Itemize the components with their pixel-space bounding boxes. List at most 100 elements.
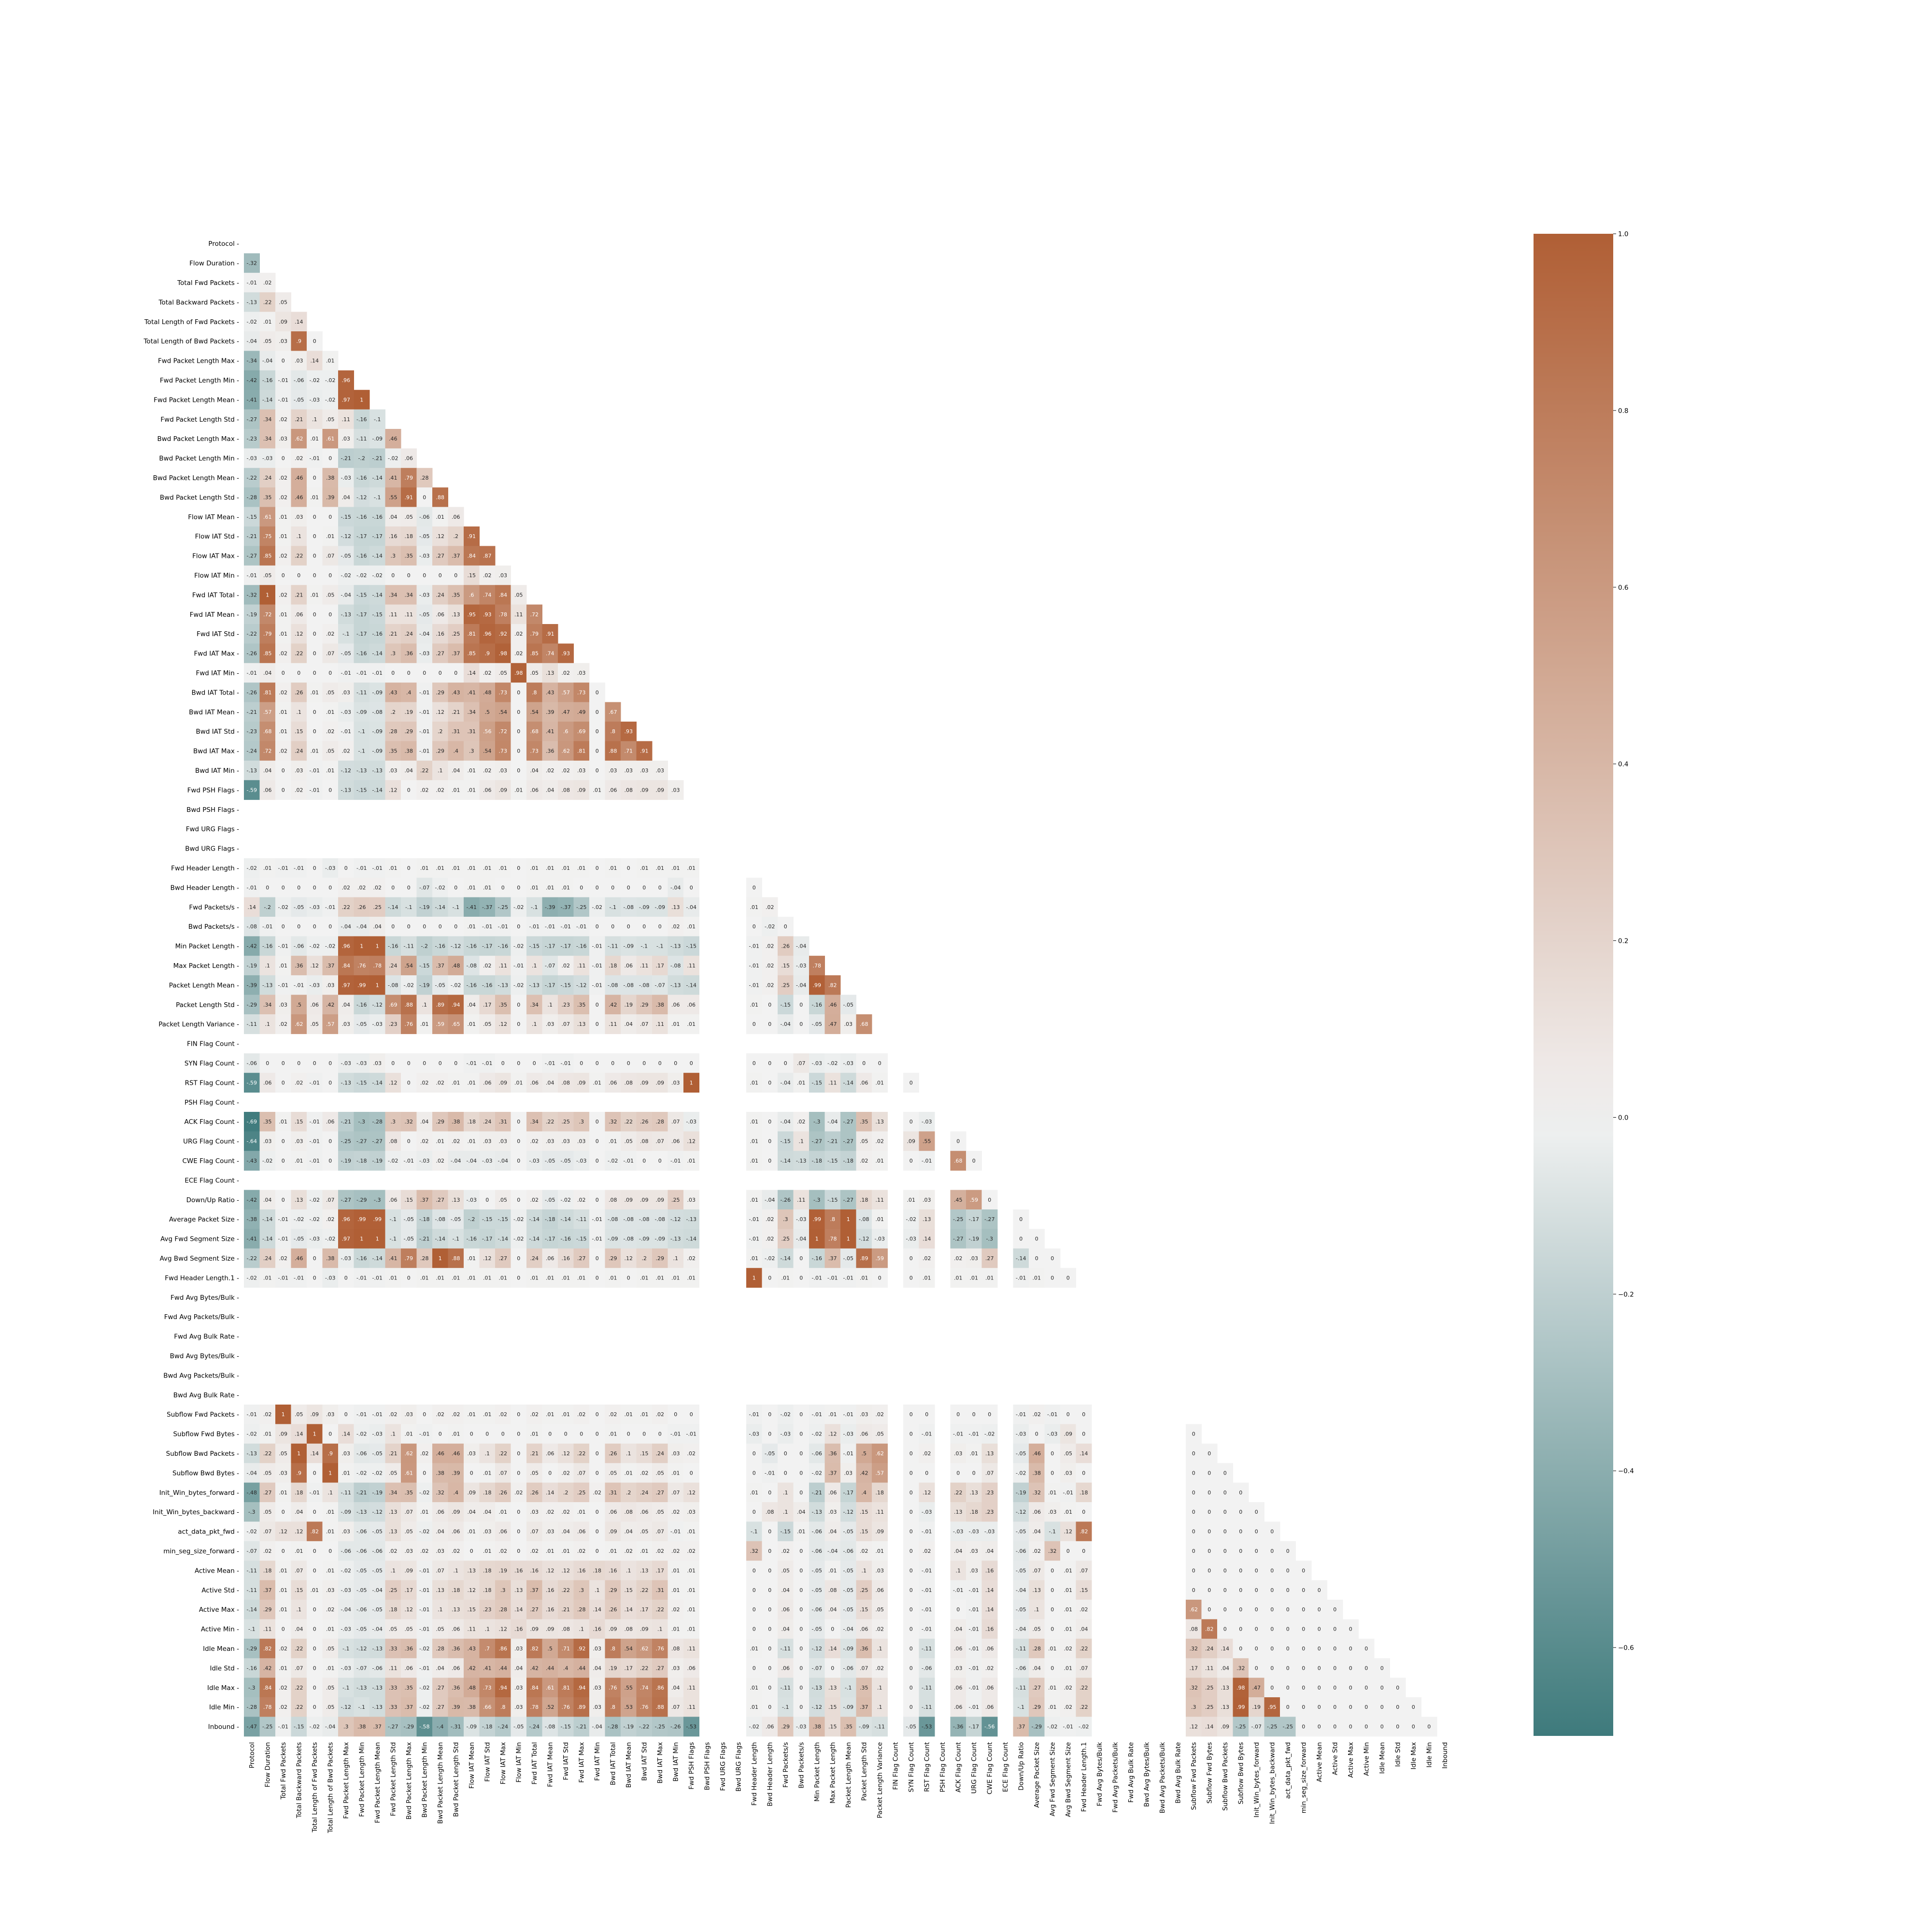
cell-value: -.23 (247, 728, 257, 735)
cell-value: -.04 (1016, 1626, 1026, 1633)
cell-value: 0 (313, 1567, 316, 1574)
cell-bwd-iat-max-flow-duration (259, 741, 276, 761)
cell-value: 0 (627, 923, 630, 930)
cell-fwd-iat-mean-flow-iat-mean (464, 604, 480, 625)
cell-value: .04 (263, 767, 272, 774)
cell-value: -.11 (1016, 1646, 1026, 1652)
cell-value: 0 (1318, 1587, 1321, 1593)
cell-value: -.02 (812, 1470, 822, 1476)
cell-value: -.16 (262, 943, 272, 950)
cell-flow-iat-min-fwd-packet-length-std (385, 565, 401, 585)
cell-value: 0 (674, 1060, 677, 1066)
cell-value: 0 (407, 923, 411, 930)
cell-bwd-iat-total-fwd-iat-max (573, 682, 590, 703)
cell-fwd-iat-max-flow-iat-min (511, 643, 527, 664)
cell-value: -.27 (372, 1138, 383, 1145)
cell-value: 0 (313, 1626, 316, 1633)
cell-value: .05 (326, 689, 335, 696)
cell-bwd-iat-max-total-backward-packets (291, 741, 307, 761)
cell-value: 0 (1318, 1665, 1321, 1671)
cell-value: 0 (596, 1021, 599, 1027)
x-tick-down-up-ratio: Down/Up Ratio (1018, 1742, 1025, 1790)
cell-value: .22 (562, 1587, 570, 1593)
x-tick-flow-iat-max: Flow IAT Max (499, 1742, 507, 1785)
cell-value: .05 (279, 299, 288, 305)
cell-value: .01 (609, 1431, 617, 1437)
cell-value: -.02 (435, 884, 445, 891)
cell-value: 0 (328, 1158, 332, 1164)
cell-value: .5 (862, 1450, 867, 1457)
x-tick-fwd-avg-bytes-bulk: Fwd Avg Bytes/Bulk (1096, 1742, 1104, 1806)
x-tick-idle-mean: Idle Mean (1378, 1742, 1386, 1774)
cell-value: -.15 (561, 1724, 571, 1730)
cell-value: -.27 (843, 1138, 853, 1145)
cell-value: -.21 (356, 1490, 367, 1496)
cell-value: .04 (514, 1665, 523, 1671)
cell-value: .02 (452, 1411, 460, 1418)
x-tick-active-mean: Active Mean (1316, 1742, 1323, 1782)
x-tick-total-fwd-packets: Total Fwd Packets (280, 1742, 287, 1800)
cell-value: .1 (657, 1626, 663, 1633)
cell-value: .07 (326, 1197, 335, 1203)
cell-value: 0 (768, 1275, 771, 1281)
cell-flow-iat-max-bwd-packet-length-max (401, 546, 417, 566)
cell-value: .1 (297, 1606, 302, 1613)
cell-value: -.15 (781, 1529, 791, 1535)
cell-value: 0 (328, 787, 332, 793)
cell-value: -.11 (404, 943, 414, 950)
cell-bwd-packet-length-min-total-length-of-fwd-packets (307, 448, 323, 469)
cell-value: -.17 (545, 982, 555, 988)
cell-bwd-iat-max-flow-iat-mean (464, 741, 480, 761)
cell-value: -.01 (953, 1431, 963, 1437)
cell-value: .01 (687, 1587, 696, 1593)
cell-value: .81 (263, 689, 272, 696)
cell-value: .46 (1033, 1450, 1041, 1457)
cell-value: .18 (483, 1587, 492, 1593)
cell-value: .34 (530, 1119, 539, 1125)
cell-value: .02 (279, 592, 288, 598)
cell-value: 0 (642, 1060, 646, 1066)
cell-value: -.01 (247, 670, 257, 676)
cell-value: .12 (828, 1431, 837, 1437)
cell-value: .05 (860, 1138, 868, 1145)
cell-value: -.12 (843, 1509, 853, 1515)
cell-value: .03 (499, 1138, 508, 1145)
y-tick-packet-length-variance: Packet Length Variance - (158, 1021, 239, 1028)
cell-value: -.25 (1267, 1724, 1277, 1730)
cell-value: .02 (530, 1138, 539, 1145)
cell-value: .43 (546, 689, 554, 696)
cell-value: .24 (1205, 1646, 1214, 1652)
cell-value: 0 (517, 1548, 520, 1554)
cell-value: .27 (499, 1255, 508, 1262)
cell-value: .11 (687, 1685, 696, 1691)
cell-value: -.08 (435, 1216, 445, 1222)
cell-value: .27 (436, 1197, 445, 1203)
cell-value: .01 (452, 1080, 460, 1086)
cell-value: -.13 (796, 1158, 806, 1164)
cell-value: .02 (389, 1548, 398, 1554)
cell-value: .1 (548, 1002, 553, 1008)
cell-value: .03 (923, 1197, 931, 1203)
cell-value: -.02 (372, 572, 383, 579)
cell-value: -.1 (656, 943, 663, 950)
cell-value: 0 (596, 865, 599, 871)
cell-value: -.02 (1016, 1470, 1026, 1476)
cell-bwd-packet-length-min-fwd-packet-length-max (338, 448, 354, 469)
cell-value: .15 (828, 1724, 837, 1730)
cell-flow-iat-mean-total-fwd-packets (275, 507, 291, 527)
cell-value: .02 (860, 1158, 868, 1164)
y-tick-fwd-packet-length-std: Fwd Packet Length Std - (160, 416, 239, 424)
colorbar-tick-label: 1.0 (1618, 230, 1628, 238)
cell-value: 0 (548, 1470, 552, 1476)
cell-value: -.01 (247, 280, 257, 286)
cell-value: .22 (342, 904, 351, 910)
cell-value: .06 (766, 1724, 774, 1730)
cell-value: .02 (562, 963, 570, 969)
cell-value: .04 (405, 767, 413, 774)
cell-fwd-packet-length-min-total-length-of-bwd-packets (322, 370, 339, 390)
cell-flow-iat-std-total-length-of-fwd-packets (307, 526, 323, 546)
cell-value: .06 (671, 1002, 680, 1008)
cell-value: -.03 (341, 709, 351, 715)
cell-value: 0 (282, 1509, 285, 1515)
cell-fwd-iat-min-flow-iat-max (495, 663, 511, 683)
